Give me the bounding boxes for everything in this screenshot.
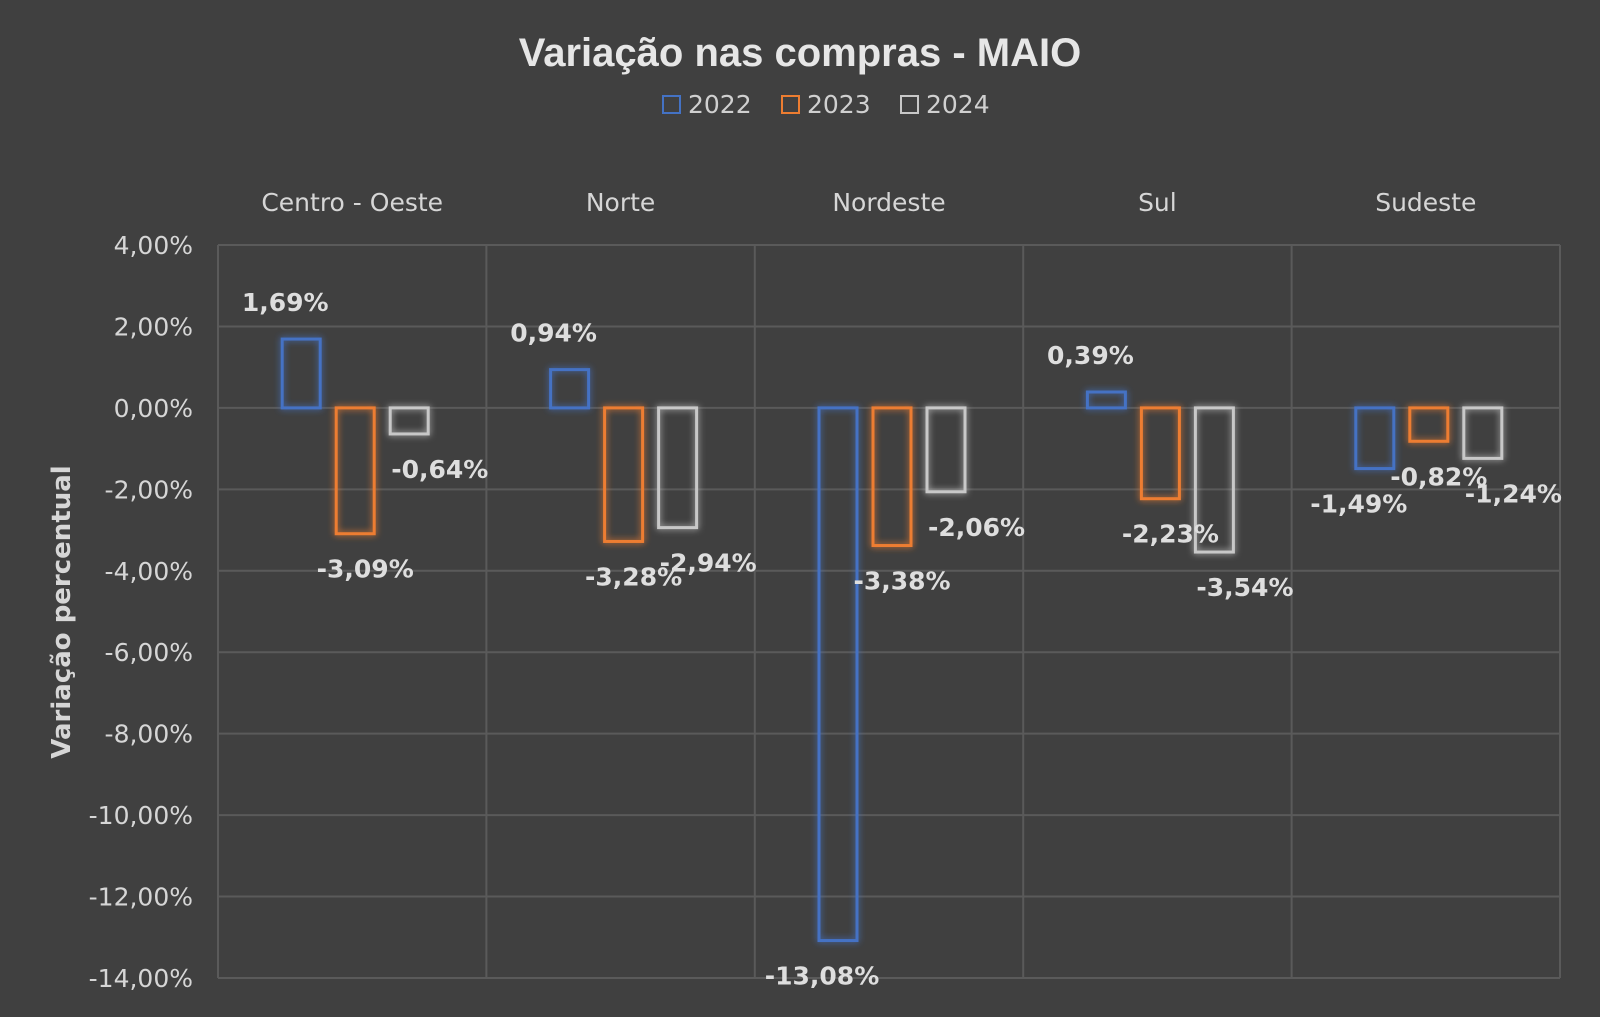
bar xyxy=(549,368,591,410)
y-tick-label: -14,00% xyxy=(89,964,193,993)
bar xyxy=(1139,406,1181,501)
data-labels: 1,69% 0,94% -13,08% 0,39% -1,49% -3,09% -3,28%… xyxy=(242,288,1562,990)
category-label: Sul xyxy=(1138,188,1177,217)
bar xyxy=(925,406,967,494)
data-label: 1,69% xyxy=(242,288,329,317)
y-tick-label: -12,00% xyxy=(89,883,193,912)
y-axis-ticks: 4,00% 2,00% 0,00% -2,00% -4,00% -6,00% -8,00% -… xyxy=(89,231,193,993)
bars xyxy=(280,337,1504,943)
y-tick-label: 4,00% xyxy=(114,231,193,260)
data-label: -1,49% xyxy=(1310,490,1407,519)
y-tick-label: -2,00% xyxy=(105,475,193,504)
y-tick-label: -4,00% xyxy=(105,557,193,586)
data-label: -3,09% xyxy=(317,555,414,584)
data-label: -3,54% xyxy=(1196,573,1293,602)
bar xyxy=(1193,406,1235,554)
bar xyxy=(1085,390,1127,410)
bar xyxy=(603,406,645,543)
data-label: -13,08% xyxy=(765,962,880,991)
legend: 2022 2023 2024 xyxy=(662,90,990,119)
bar xyxy=(817,406,859,943)
y-tick-label: -8,00% xyxy=(105,720,193,749)
bar xyxy=(1354,406,1396,471)
y-tick-label: -6,00% xyxy=(105,638,193,667)
category-label: Nordeste xyxy=(832,188,945,217)
legend-swatch xyxy=(781,95,800,114)
legend-swatch xyxy=(662,95,681,114)
chart-title: Variação nas compras - MAIO xyxy=(519,31,1081,75)
data-label: -0,82% xyxy=(1390,462,1487,491)
y-axis-label: Variação percentual xyxy=(47,465,77,758)
bar xyxy=(871,406,913,548)
y-tick-label: -10,00% xyxy=(89,801,193,830)
gridlines xyxy=(217,244,1561,979)
data-label: -2,23% xyxy=(1122,520,1219,549)
category-label: Norte xyxy=(586,188,655,217)
data-label: -0,64% xyxy=(391,455,488,484)
bar xyxy=(1408,406,1450,443)
legend-entry: 2024 xyxy=(926,90,990,119)
y-tick-label: 0,00% xyxy=(114,394,193,423)
legend-swatch xyxy=(900,95,919,114)
data-label: -3,28% xyxy=(585,562,682,591)
data-label: -2,06% xyxy=(928,513,1025,542)
category-labels: Centro - Oeste Norte Nordeste Sul Sudeste xyxy=(261,188,1476,217)
bar xyxy=(657,406,699,530)
data-label: -1,24% xyxy=(1465,479,1562,508)
y-tick-label: 2,00% xyxy=(114,312,193,341)
data-label: -3,38% xyxy=(853,567,950,596)
bar xyxy=(280,337,322,410)
data-label: 0,39% xyxy=(1047,341,1134,370)
category-label: Sudeste xyxy=(1375,188,1476,217)
legend-entry: 2023 xyxy=(807,90,871,119)
data-label: 0,94% xyxy=(510,319,597,348)
bar xyxy=(334,406,376,536)
bar xyxy=(1462,406,1504,460)
bar xyxy=(388,406,430,436)
legend-entry: 2022 xyxy=(688,90,752,119)
data-label: -2,94% xyxy=(660,549,757,578)
category-label: Centro - Oeste xyxy=(261,188,443,217)
